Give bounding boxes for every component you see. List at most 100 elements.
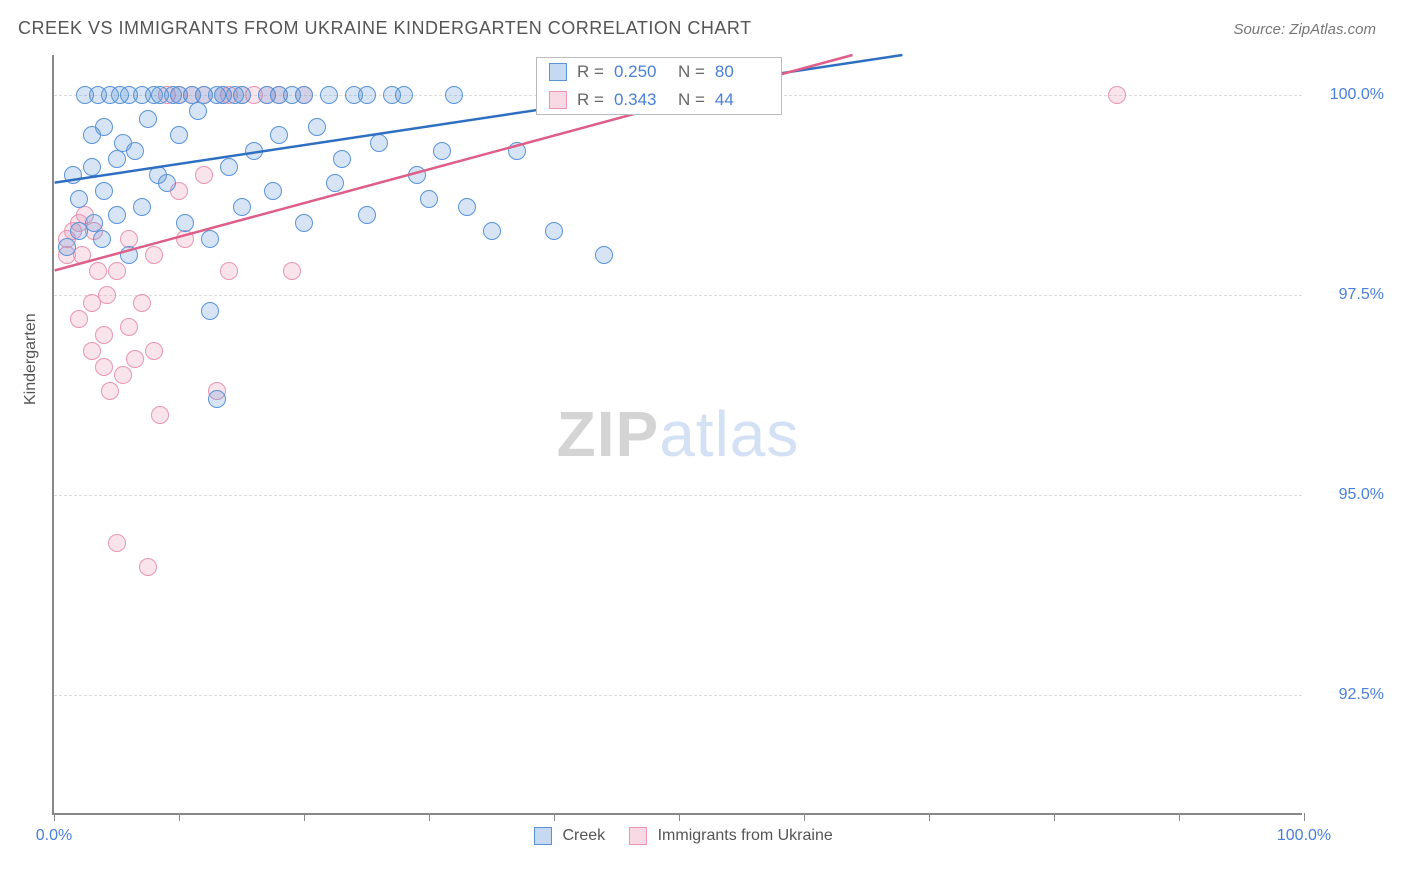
y-tick-label: 100.0% [1330, 86, 1384, 104]
point-creek [370, 134, 388, 152]
point-ukraine [151, 406, 169, 424]
point-creek [308, 118, 326, 136]
x-tick [554, 813, 555, 821]
point-creek [70, 190, 88, 208]
point-creek [445, 86, 463, 104]
point-creek [108, 150, 126, 168]
point-creek [83, 158, 101, 176]
point-ukraine [126, 350, 144, 368]
point-ukraine [283, 262, 301, 280]
point-ukraine [101, 382, 119, 400]
point-ukraine [176, 230, 194, 248]
swatch-ukraine-icon [549, 91, 567, 109]
trend-lines [54, 55, 1302, 813]
x-tick [1304, 813, 1305, 821]
x-tick [804, 813, 805, 821]
plot-area: ZIPatlas R = 0.250 N = 80 R = 0.343 N = … [52, 55, 1302, 815]
x-tick [429, 813, 430, 821]
n-label: N = [678, 90, 705, 110]
point-creek [158, 174, 176, 192]
point-creek [233, 198, 251, 216]
point-creek [508, 142, 526, 160]
point-ukraine [95, 326, 113, 344]
point-creek [120, 246, 138, 264]
watermark-zip: ZIP [557, 398, 660, 470]
point-creek [358, 206, 376, 224]
point-creek [220, 158, 238, 176]
point-ukraine [145, 342, 163, 360]
point-ukraine [89, 262, 107, 280]
n-value-ukraine: 44 [715, 90, 769, 110]
x-tick [179, 813, 180, 821]
point-ukraine [145, 246, 163, 264]
x-tick [929, 813, 930, 821]
point-creek [201, 302, 219, 320]
point-creek [295, 214, 313, 232]
x-tick [54, 813, 55, 821]
point-creek [358, 86, 376, 104]
point-creek [208, 390, 226, 408]
chart-container: Kindergarten ZIPatlas R = 0.250 N = 80 R… [40, 55, 1380, 835]
point-creek [320, 86, 338, 104]
point-creek [545, 222, 563, 240]
point-ukraine [108, 534, 126, 552]
point-creek [64, 166, 82, 184]
x-tick [679, 813, 680, 821]
point-creek [95, 118, 113, 136]
point-ukraine [220, 262, 238, 280]
x-tick-label: 100.0% [1277, 827, 1331, 845]
point-creek [93, 230, 111, 248]
point-creek [483, 222, 501, 240]
x-tick [1054, 813, 1055, 821]
r-value-ukraine: 0.343 [614, 90, 668, 110]
legend-series: Creek Immigrants from Ukraine [534, 827, 833, 845]
point-creek [189, 102, 207, 120]
x-tick [304, 813, 305, 821]
legend-item-creek: Creek [534, 827, 605, 845]
gridline [54, 495, 1302, 496]
point-ukraine [133, 294, 151, 312]
source-label: Source: ZipAtlas.com [1233, 21, 1376, 38]
n-value-creek: 80 [715, 62, 769, 82]
point-creek [245, 142, 263, 160]
point-ukraine [70, 310, 88, 328]
point-creek [233, 86, 251, 104]
point-creek [95, 182, 113, 200]
point-creek [133, 198, 151, 216]
point-creek [333, 150, 351, 168]
point-creek [264, 182, 282, 200]
point-ukraine [1108, 86, 1126, 104]
point-ukraine [120, 318, 138, 336]
legend-stats: R = 0.250 N = 80 R = 0.343 N = 44 [536, 57, 782, 115]
point-creek [420, 190, 438, 208]
point-ukraine [108, 262, 126, 280]
point-creek [458, 198, 476, 216]
x-tick-label: 0.0% [36, 827, 72, 845]
swatch-creek-icon [534, 827, 552, 845]
point-creek [58, 238, 76, 256]
swatch-ukraine-icon [629, 827, 647, 845]
watermark-atlas: atlas [659, 398, 799, 470]
chart-title: CREEK VS IMMIGRANTS FROM UKRAINE KINDERG… [18, 18, 752, 39]
r-value-creek: 0.250 [614, 62, 668, 82]
swatch-creek-icon [549, 63, 567, 81]
legend-label-ukraine: Immigrants from Ukraine [658, 827, 833, 844]
y-tick-label: 97.5% [1339, 286, 1384, 304]
point-ukraine [83, 342, 101, 360]
point-ukraine [114, 366, 132, 384]
r-label: R = [577, 62, 604, 82]
gridline [54, 695, 1302, 696]
y-tick-label: 95.0% [1339, 486, 1384, 504]
point-creek [295, 86, 313, 104]
point-creek [326, 174, 344, 192]
point-creek [395, 86, 413, 104]
gridline [54, 295, 1302, 296]
point-creek [139, 110, 157, 128]
n-label: N = [678, 62, 705, 82]
point-creek [176, 214, 194, 232]
point-creek [170, 126, 188, 144]
y-tick-label: 92.5% [1339, 686, 1384, 704]
legend-label-creek: Creek [562, 827, 605, 844]
y-axis-label: Kindergarten [22, 313, 40, 405]
legend-item-ukraine: Immigrants from Ukraine [629, 827, 833, 845]
